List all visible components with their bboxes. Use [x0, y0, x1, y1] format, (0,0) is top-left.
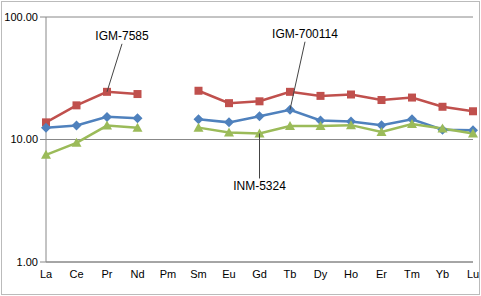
svg-text:Eu: Eu: [222, 268, 235, 280]
svg-text:100.00: 100.00: [8, 11, 38, 23]
svg-text:1.00: 1.00: [17, 256, 38, 268]
svg-text:IGM-7585: IGM-7585: [95, 29, 149, 43]
svg-text:Tm: Tm: [404, 268, 420, 280]
svg-text:Tb: Tb: [284, 268, 297, 280]
svg-text:IGM-700114: IGM-700114: [272, 27, 338, 41]
svg-text:Nd: Nd: [130, 268, 144, 280]
svg-text:Sm: Sm: [190, 268, 207, 280]
svg-text:Ce: Ce: [69, 268, 83, 280]
svg-text:Pm: Pm: [160, 268, 177, 280]
svg-text:La: La: [40, 268, 53, 280]
svg-text:Ho: Ho: [344, 268, 358, 280]
svg-text:Lu: Lu: [467, 268, 473, 280]
svg-text:Pr: Pr: [102, 268, 113, 280]
svg-text:10.00: 10.00: [10, 133, 38, 145]
svg-text:Er: Er: [376, 268, 387, 280]
svg-text:INM-5324: INM-5324: [233, 179, 286, 193]
svg-text:Gd: Gd: [252, 268, 267, 280]
svg-text:Yb: Yb: [436, 268, 449, 280]
svg-text:Dy: Dy: [314, 268, 328, 280]
